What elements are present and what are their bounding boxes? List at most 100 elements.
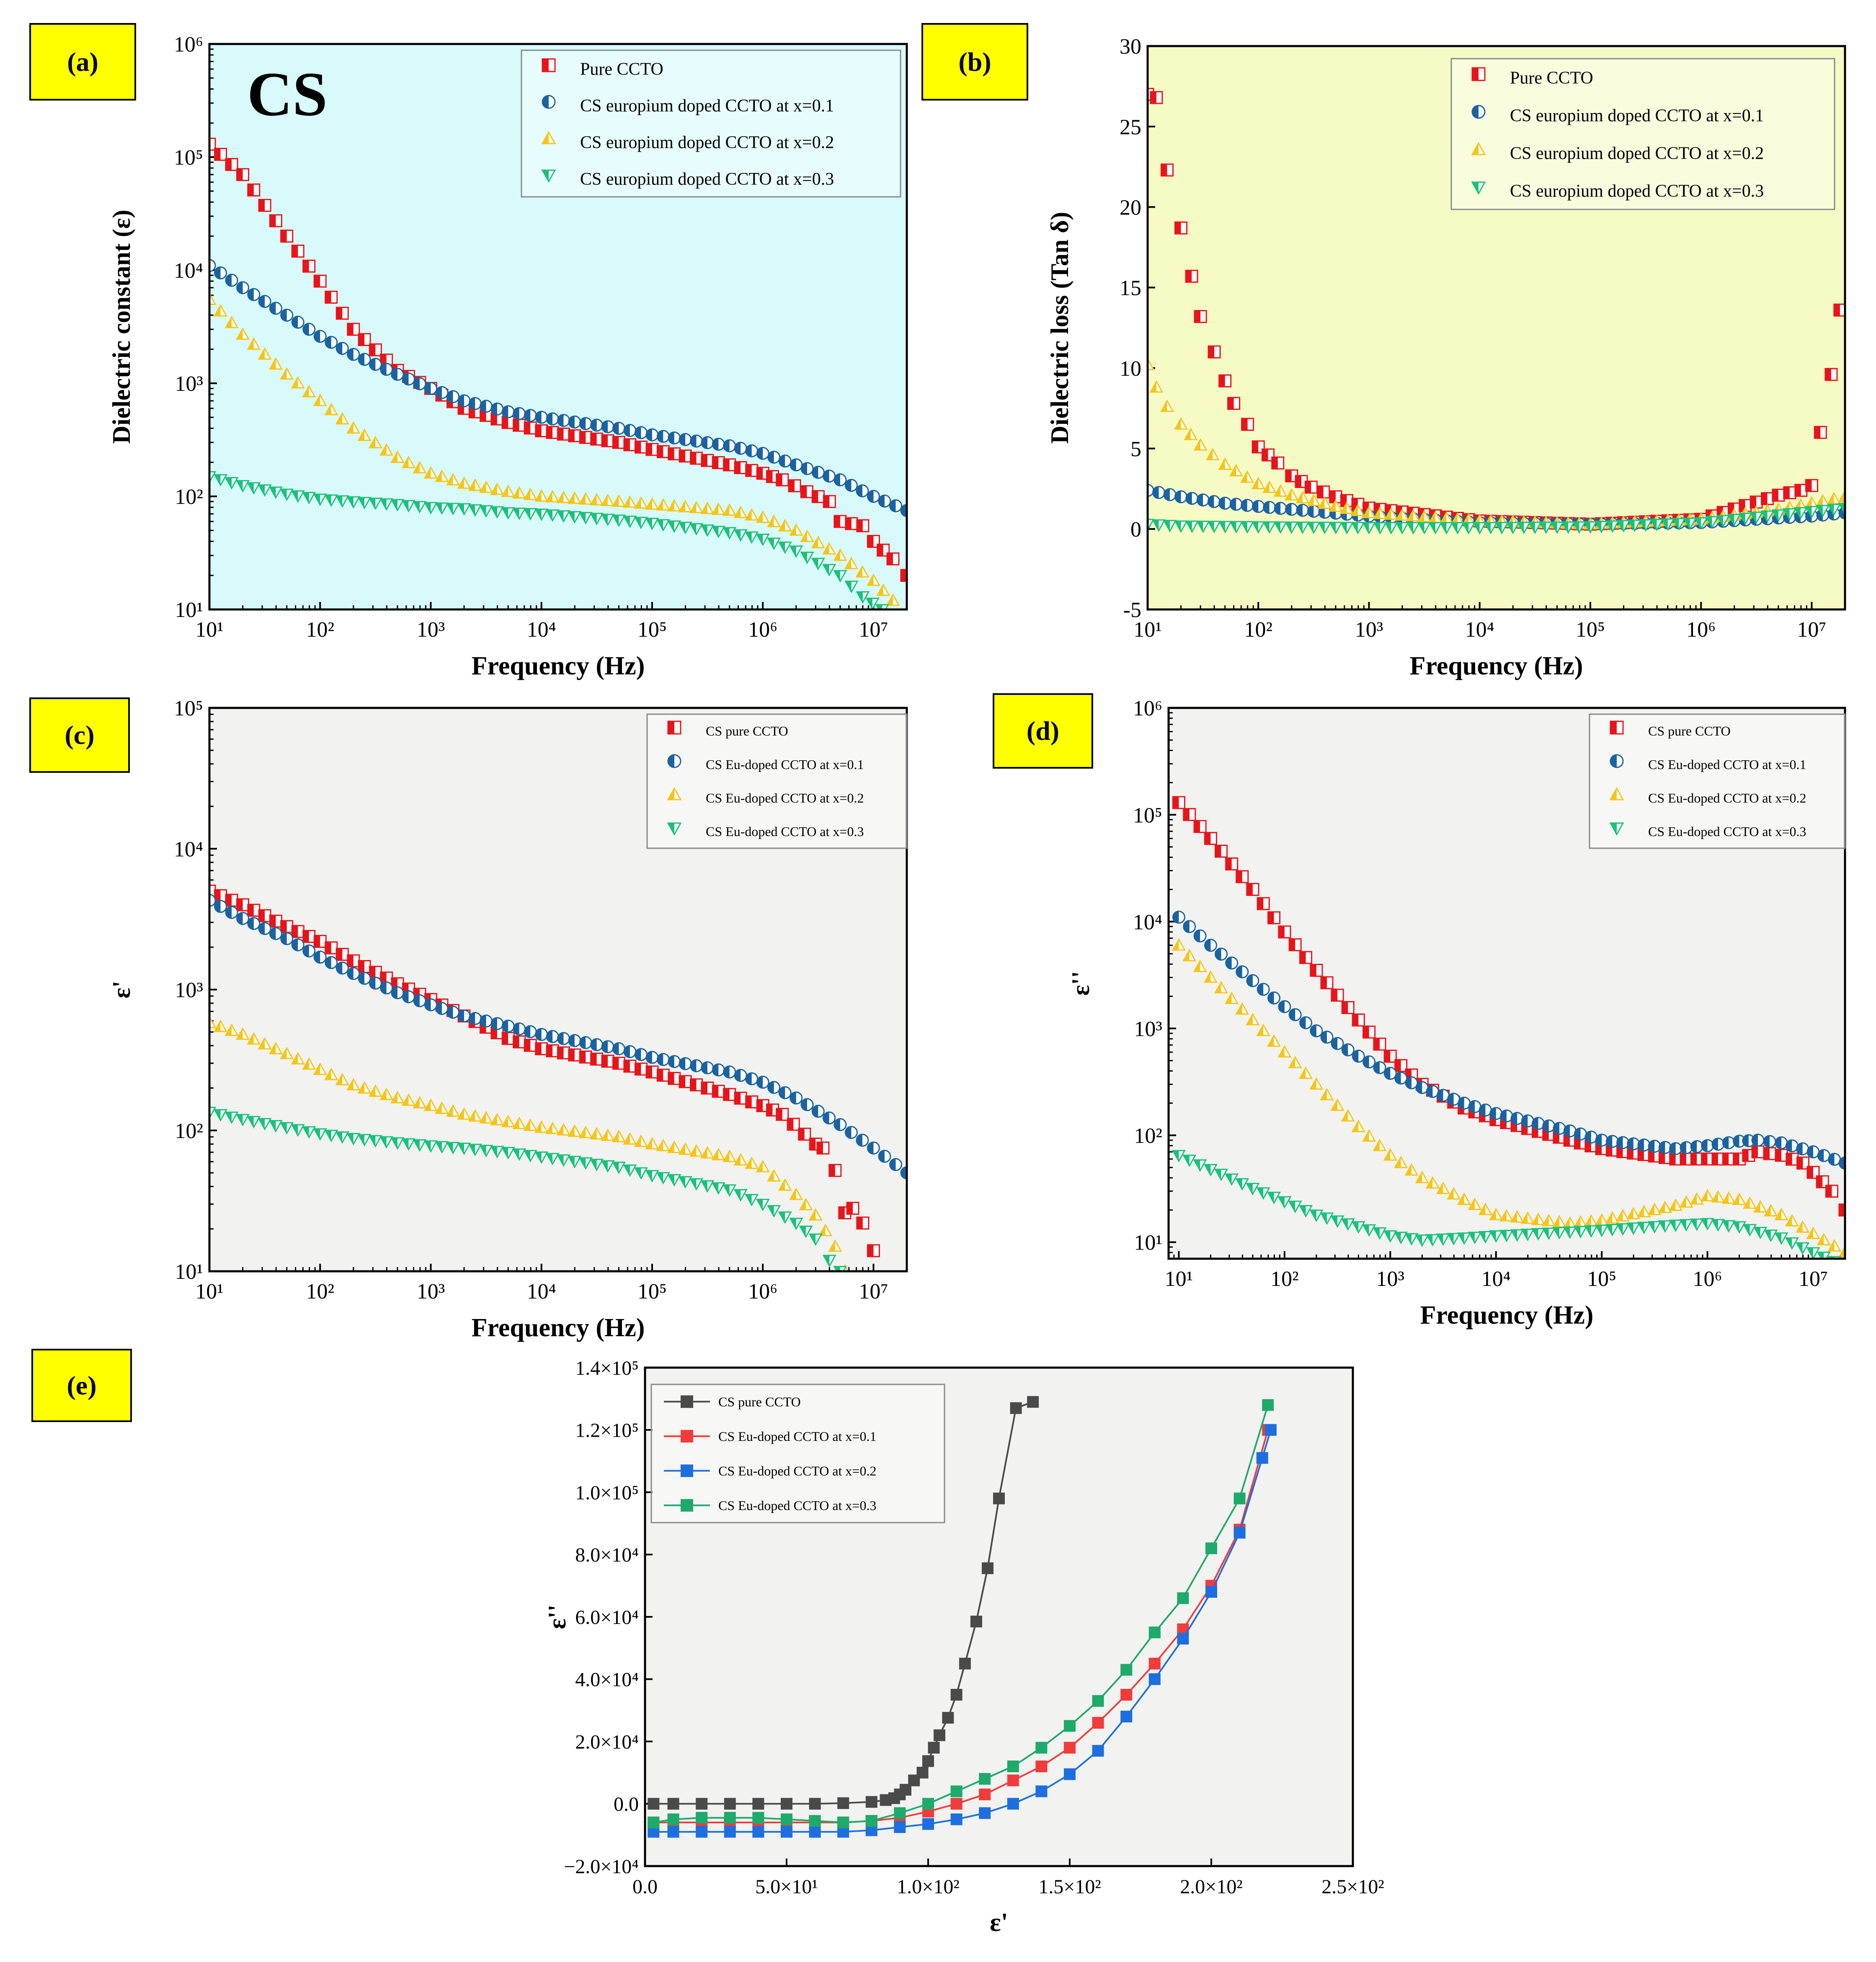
data-point-b-2-fill [1817, 495, 1823, 506]
data-point-b-3 [1148, 519, 1155, 532]
plot-area-d [1169, 708, 1845, 1259]
data-point-e-2 [1035, 1785, 1048, 1797]
data-point-e-0 [724, 1798, 736, 1810]
x-tick-label-a: 10¹ [195, 618, 224, 642]
data-point-d-1-fill [1742, 1135, 1749, 1147]
data-point-c-3-fill [790, 1218, 796, 1229]
data-point-d-2-fill [1839, 1247, 1845, 1257]
data-point-a-1-fill [359, 353, 365, 365]
data-point-a-0-fill [834, 515, 840, 527]
legend-entry-a: CS europium doped CCTO at x=0.2 [580, 133, 834, 152]
y-tick-label-a: 10⁶ [174, 33, 203, 57]
legend-marker-a-fill [542, 96, 549, 108]
data-point-a-0-fill [270, 214, 276, 227]
data-point-a-1-fill [712, 438, 719, 450]
data-point-d-3-fill [1479, 1231, 1486, 1242]
data-point-b-1-fill [1285, 503, 1292, 515]
data-point-c-2-fill [657, 1140, 663, 1151]
data-point-d-1-fill [1786, 1140, 1792, 1152]
data-point-d-2-fill [1289, 1057, 1295, 1068]
data-point-a-1-fill [901, 504, 907, 516]
data-point-a-0-fill [347, 323, 354, 336]
data-point-a-1-fill [237, 281, 243, 294]
data-point-a-0-fill [292, 245, 298, 257]
data-point-d-1-fill [1701, 1140, 1708, 1152]
data-point-c-3-fill [480, 1145, 486, 1156]
data-point-a-3-fill [369, 498, 376, 509]
data-point-c-3-fill [347, 1133, 354, 1144]
data-point-d-2-fill [1183, 950, 1190, 961]
x-tick-label-a: 10² [306, 618, 334, 642]
x-axis-label-c: Frequency (Hz) [472, 1314, 645, 1342]
data-point-b-1-fill [1241, 499, 1247, 511]
legend-marker-c-fill [668, 788, 674, 800]
data-point-c-1-fill [391, 986, 397, 999]
data-point-a-0-fill [668, 448, 674, 460]
data-point-c-2-fill [723, 1151, 730, 1162]
data-point-a-1-fill [535, 411, 542, 423]
data-point-d-3-fill [1691, 1219, 1697, 1230]
data-point-a-2-fill [259, 349, 265, 359]
data-point-c-1-fill [336, 962, 343, 974]
data-point-a-1-fill [746, 445, 752, 457]
data-point-a-2-fill [359, 429, 365, 441]
data-point-e-0 [908, 1774, 920, 1786]
data-point-d-2-fill [1321, 1089, 1327, 1100]
data-point-d-3-fill [1807, 1248, 1814, 1259]
data-point-c-0-fill [817, 1142, 823, 1154]
data-point-e-3 [950, 1785, 963, 1797]
data-point-a-2-fill [391, 452, 397, 462]
x-tick-label-b: 10³ [1355, 618, 1383, 642]
data-point-c-1-fill [580, 1037, 586, 1049]
data-point-d-1-fill [1585, 1131, 1591, 1143]
data-point-c-1-fill [856, 1134, 862, 1146]
data-point-d-1-fill [1500, 1110, 1507, 1122]
data-point-c-1-fill [237, 912, 243, 924]
data-point-c-3-fill [580, 1158, 586, 1169]
data-point-a-3-fill [292, 490, 298, 502]
data-point-a-1-fill [413, 378, 420, 390]
data-point-e-2 [724, 1826, 736, 1838]
x-tick-label-e: 2.5×10² [1321, 1876, 1384, 1898]
data-point-b-3-fill [1418, 522, 1424, 534]
data-point-d-0-fill [1742, 1149, 1749, 1162]
data-point-d-2-fill [1236, 1003, 1242, 1014]
data-point-d-0-fill [1691, 1153, 1697, 1165]
data-point-b-3-fill [1828, 504, 1834, 515]
data-point-c-1-fill [723, 1066, 730, 1078]
y-axis-label-b: Dielectric loss (Tan δ) [1046, 212, 1073, 444]
data-point-d-0-fill [1321, 977, 1327, 989]
data-point-a-2-fill [801, 531, 808, 542]
series-d-1 [1172, 911, 1845, 1170]
data-point-a-1-fill [259, 295, 265, 307]
data-point-c-0-fill [757, 1100, 763, 1112]
data-point-d-1-fill [1405, 1077, 1412, 1089]
data-point-d-1-fill [1553, 1122, 1559, 1134]
data-point-e-1 [979, 1788, 991, 1800]
data-point-c-1-fill [413, 995, 420, 1007]
data-point-a-3-fill [580, 512, 586, 523]
cs-annotation: CS [247, 59, 328, 129]
data-point-e-0 [752, 1798, 764, 1810]
data-point-a-2-fill [413, 462, 420, 473]
legend-marker-b-fill [1472, 68, 1479, 80]
data-point-a-3-fill [513, 508, 519, 519]
data-point-c-3-fill [513, 1149, 519, 1160]
data-point-a-2-fill [679, 501, 686, 512]
y-tick-label-e: 1.4×10⁵ [575, 1357, 639, 1379]
data-point-d-0-fill [1733, 1153, 1739, 1165]
data-point-e-1 [1007, 1774, 1019, 1786]
data-point-d-1-fill [1173, 911, 1179, 923]
series-d-2 [1172, 938, 1845, 1258]
data-point-b-0-fill [1329, 491, 1336, 503]
data-point-e-0 [970, 1616, 982, 1628]
data-point-a-0-fill [226, 158, 232, 170]
data-point-b-3-fill [1529, 522, 1535, 533]
panel-label-c: (c) [29, 697, 130, 773]
data-point-d-2-fill [1712, 1191, 1718, 1202]
data-point-c-3-fill [735, 1190, 741, 1200]
legend-entry-c: CS Eu-doped CCTO at x=0.1 [706, 757, 864, 772]
data-point-d-0-fill [1764, 1148, 1770, 1160]
data-point-a-3-fill [746, 532, 752, 543]
data-point-e-3 [837, 1816, 849, 1828]
